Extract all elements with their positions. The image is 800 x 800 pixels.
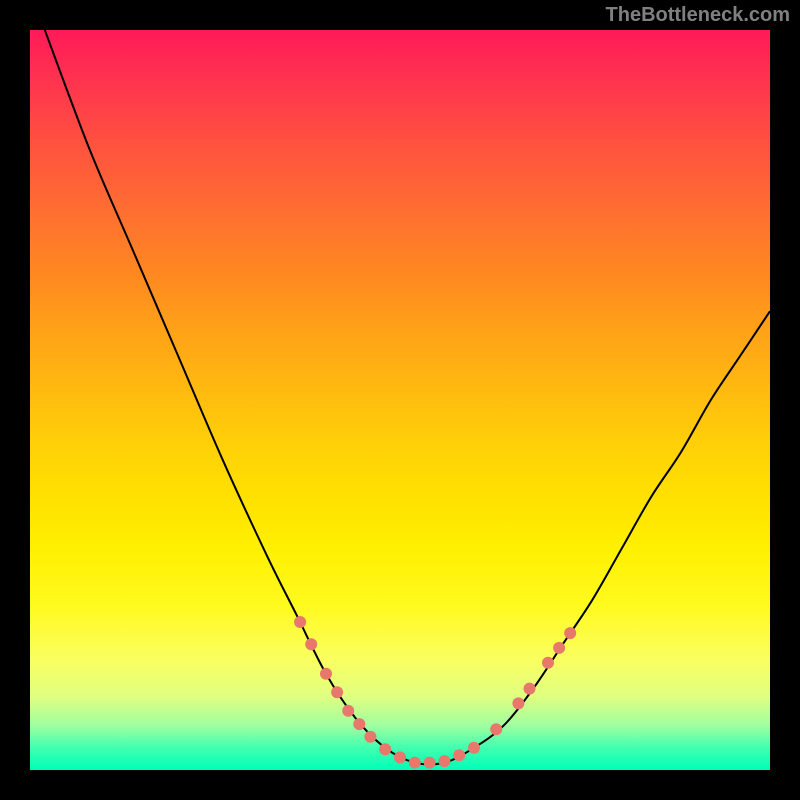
- data-marker: [438, 755, 450, 767]
- data-marker: [394, 751, 406, 763]
- data-marker: [524, 683, 536, 695]
- data-marker: [512, 697, 524, 709]
- data-marker: [453, 749, 465, 761]
- watermark-text: TheBottleneck.com: [606, 4, 790, 27]
- data-marker: [294, 616, 306, 628]
- data-marker: [320, 668, 332, 680]
- data-marker: [379, 743, 391, 755]
- data-marker: [542, 657, 554, 669]
- data-marker: [468, 742, 480, 754]
- data-marker: [553, 642, 565, 654]
- data-marker: [564, 627, 576, 639]
- data-marker: [409, 757, 421, 769]
- data-marker: [424, 757, 436, 769]
- data-marker: [364, 731, 376, 743]
- data-marker: [305, 638, 317, 650]
- markers-group: [294, 616, 576, 769]
- bottleneck-curve: [45, 30, 770, 764]
- data-marker: [342, 705, 354, 717]
- data-marker: [353, 718, 365, 730]
- plot-area: [30, 30, 770, 770]
- data-marker: [331, 686, 343, 698]
- curve-svg: [30, 30, 770, 770]
- data-marker: [490, 723, 502, 735]
